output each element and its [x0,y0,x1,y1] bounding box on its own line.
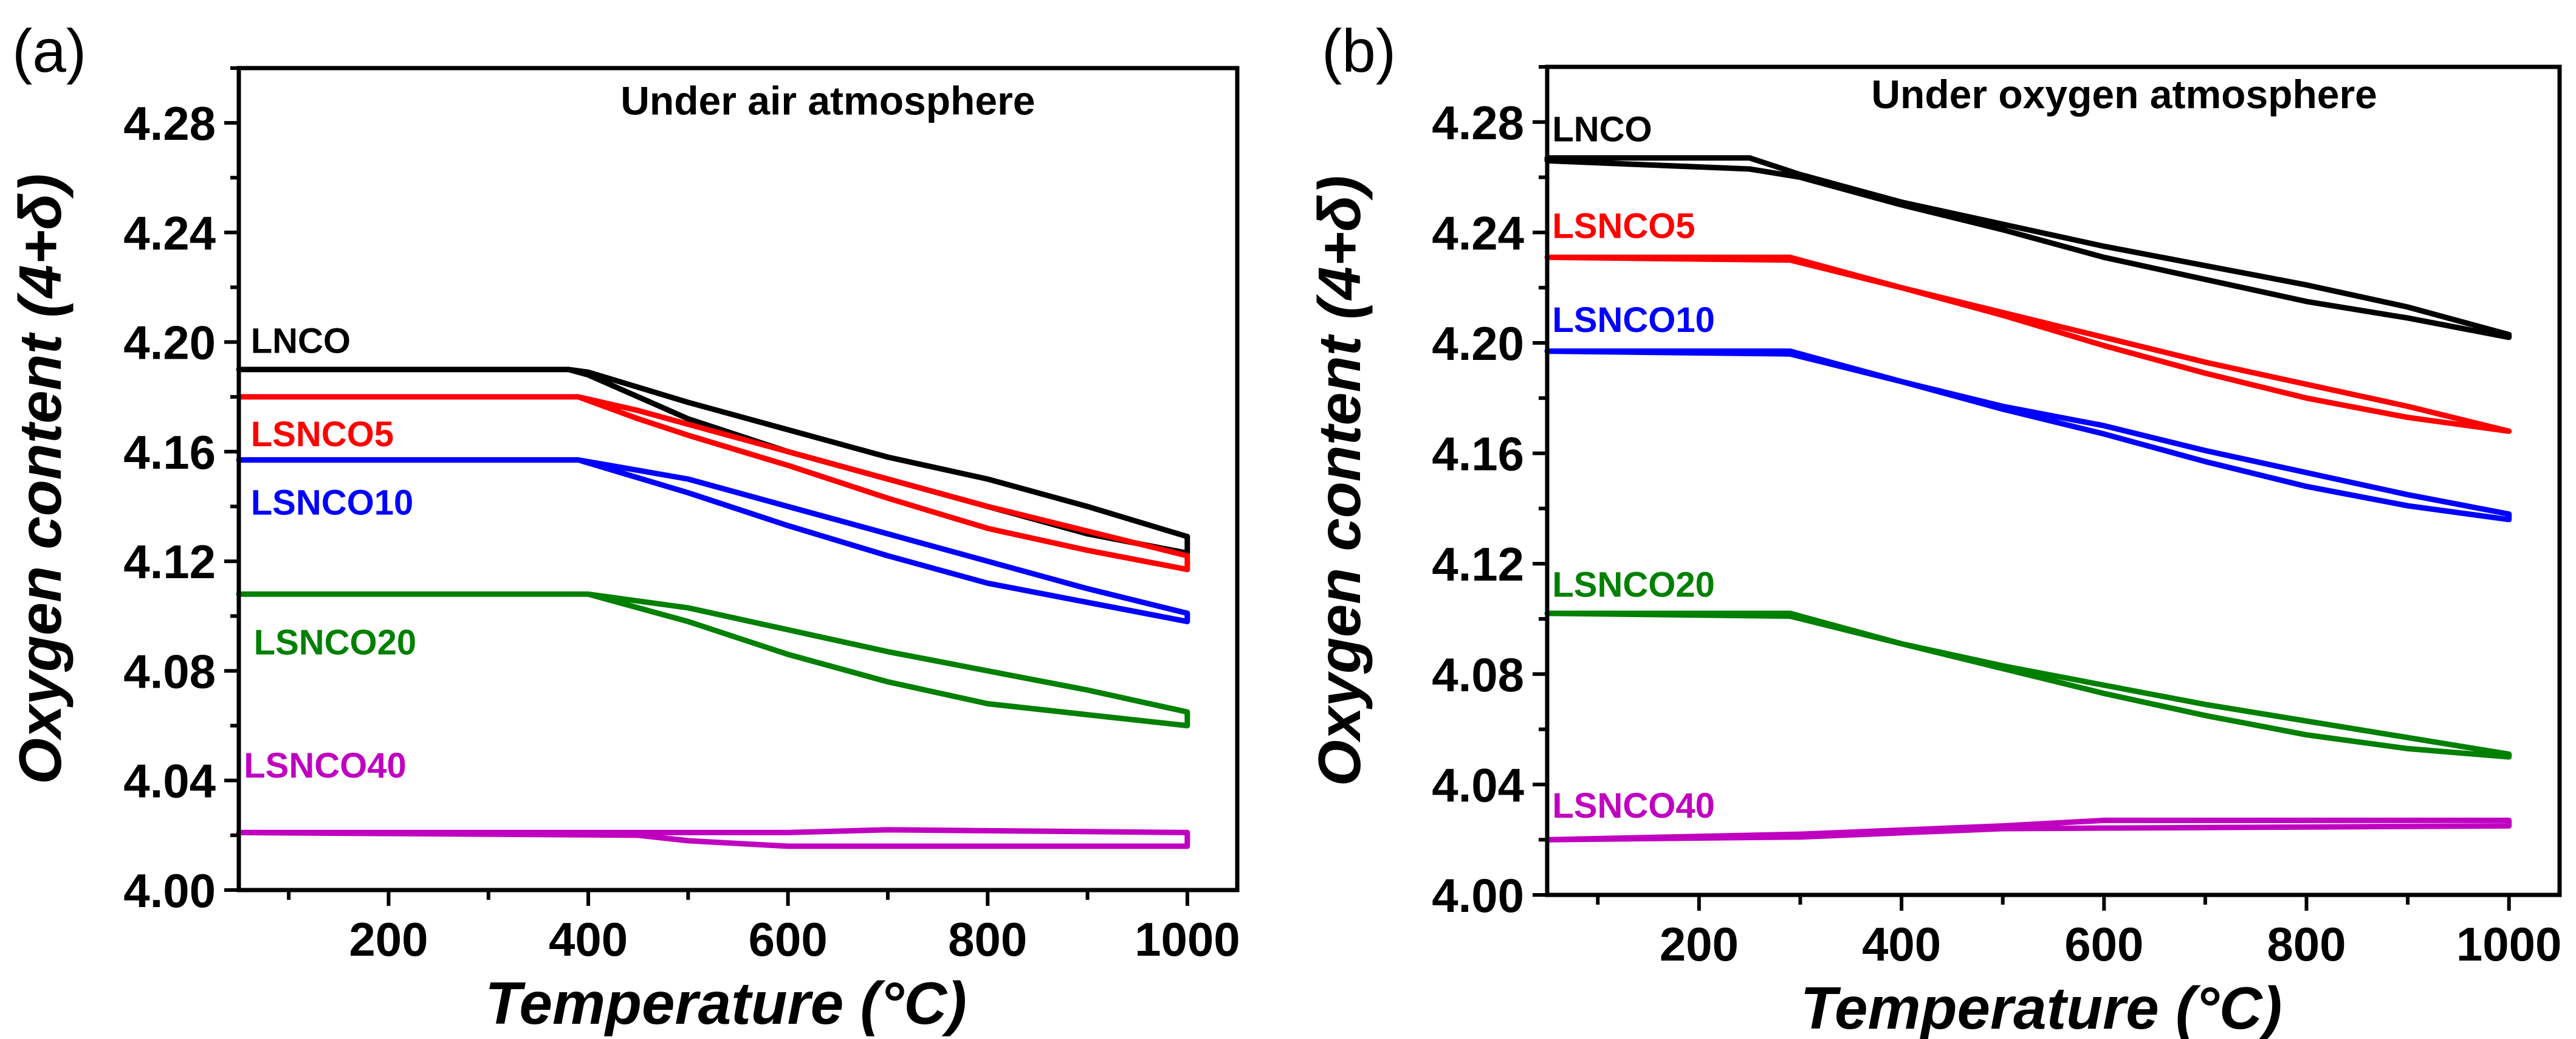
y-tick-label: 4.08 [123,644,216,698]
series-label-lsnco40: LSNCO40 [244,746,407,785]
x-tick-label: 200 [349,913,428,966]
series-label-lnco: LNCO [251,322,351,361]
y-tick-label: 4.00 [123,864,216,917]
y-tick-label: 4.04 [123,754,216,808]
x-tick-label: 800 [2267,917,2346,971]
series-label-lsnco5: LSNCO5 [1552,206,1695,246]
x-tick-label: 1000 [1135,913,1240,966]
y-axis-title: Oxygen content (4+δ) [7,174,74,785]
y-tick-label: 4.28 [123,97,216,150]
x-tick-label: 1000 [2456,917,2562,971]
y-tick-label: 4.00 [1432,869,1524,922]
y-tick-label: 4.28 [1432,96,1524,150]
y-tick-label: 4.24 [123,206,216,260]
panel-a: LNCO LSNCO5 LSNCO10 LSNCO20 LSNCO40 4.00 4.04 4… [7,17,1240,1037]
series-line-lnco [1544,155,2512,340]
chart-title: Under air atmosphere [620,78,1035,123]
series-line-lsnco20 [1544,610,2512,760]
plot-frame [1545,64,2562,897]
x-tick-label: 600 [2064,917,2143,971]
x-tick-label: 400 [1862,917,1941,971]
x-tick-label: 400 [549,913,628,966]
series-label-lsnco10: LSNCO10 [251,483,414,523]
series-line-lsnco40 [1544,817,2512,843]
series-line-lsnco5 [1544,254,2512,434]
y-tick-label: 4.16 [123,426,216,479]
series-label-lsnco5: LSNCO5 [251,415,394,454]
series-label-lnco: LNCO [1552,110,1652,150]
series-label-lsnco10: LSNCO10 [1552,300,1715,340]
y-tick-label: 4.16 [1432,427,1524,481]
series-line-lsnco5 [236,394,1190,573]
x-axis-title: Temperature (°C) [1801,975,2282,1039]
y-tick-label: 4.12 [1432,537,1524,591]
x-tick-label: 600 [749,913,828,966]
y-tick-label: 4.20 [123,316,216,370]
series-label-lsnco20: LSNCO20 [1552,565,1715,605]
y-axis-title: Oxygen content (4+δ) [1306,176,1373,787]
series-line-lsnco40 [236,827,1190,849]
series-line-lsnco20 [236,591,1190,729]
y-tick-label: 4.12 [123,535,216,589]
panel-label: (a) [12,17,86,85]
series-label-lsnco40: LSNCO40 [1552,786,1715,826]
chart-title: Under oxygen atmosphere [1871,72,2377,117]
series-line-lsnco10 [236,457,1190,624]
panel-label: (b) [1322,17,1396,85]
x-tick-label: 200 [1660,917,1739,971]
plot-frame [236,66,1240,892]
series-label-lsnco20: LSNCO20 [254,623,417,662]
y-tick-label: 4.20 [1432,317,1524,370]
panel-b: LNCO LSNCO5 LSNCO10 LSNCO20 LSNCO40 4.00 4.04 4… [1306,17,2562,1039]
y-tick-label: 4.24 [1432,206,1524,260]
x-axis-title: Temperature (°C) [485,970,966,1037]
x-tick-label: 800 [948,913,1027,966]
series-line-lsnco10 [1544,348,2512,523]
y-tick-label: 4.04 [1432,758,1524,812]
y-tick-label: 4.08 [1432,648,1524,702]
